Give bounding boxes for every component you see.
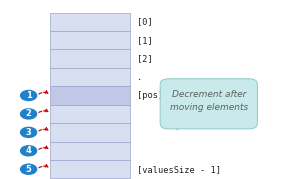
FancyBboxPatch shape: [50, 123, 130, 142]
FancyBboxPatch shape: [50, 160, 130, 178]
Text: 3: 3: [26, 128, 31, 137]
Text: [1]: [1]: [137, 36, 153, 45]
Circle shape: [21, 127, 37, 137]
FancyBboxPatch shape: [50, 142, 130, 160]
FancyBboxPatch shape: [50, 31, 130, 49]
Text: 1: 1: [26, 91, 31, 100]
FancyBboxPatch shape: [50, 68, 130, 86]
Circle shape: [21, 164, 37, 174]
FancyBboxPatch shape: [50, 86, 130, 105]
FancyArrowPatch shape: [39, 91, 48, 94]
FancyArrowPatch shape: [39, 128, 48, 131]
Text: [0]: [0]: [137, 17, 153, 26]
FancyBboxPatch shape: [50, 13, 130, 31]
Circle shape: [21, 146, 37, 156]
FancyBboxPatch shape: [50, 105, 130, 123]
FancyArrowPatch shape: [39, 109, 48, 112]
Text: [2]: [2]: [137, 54, 153, 63]
Text: .: .: [137, 72, 142, 82]
Circle shape: [21, 91, 37, 101]
Text: 5: 5: [26, 165, 31, 174]
Circle shape: [21, 109, 37, 119]
Text: 2: 2: [26, 109, 31, 118]
Polygon shape: [176, 123, 192, 130]
Text: Decrement after
moving elements: Decrement after moving elements: [170, 90, 248, 112]
FancyBboxPatch shape: [50, 49, 130, 68]
FancyArrowPatch shape: [39, 165, 48, 168]
Text: 4: 4: [26, 146, 31, 155]
Text: [valuesSize - 1]: [valuesSize - 1]: [137, 165, 221, 174]
FancyArrowPatch shape: [39, 146, 48, 149]
Text: [pos]: [pos]: [137, 91, 164, 100]
FancyBboxPatch shape: [160, 79, 257, 129]
